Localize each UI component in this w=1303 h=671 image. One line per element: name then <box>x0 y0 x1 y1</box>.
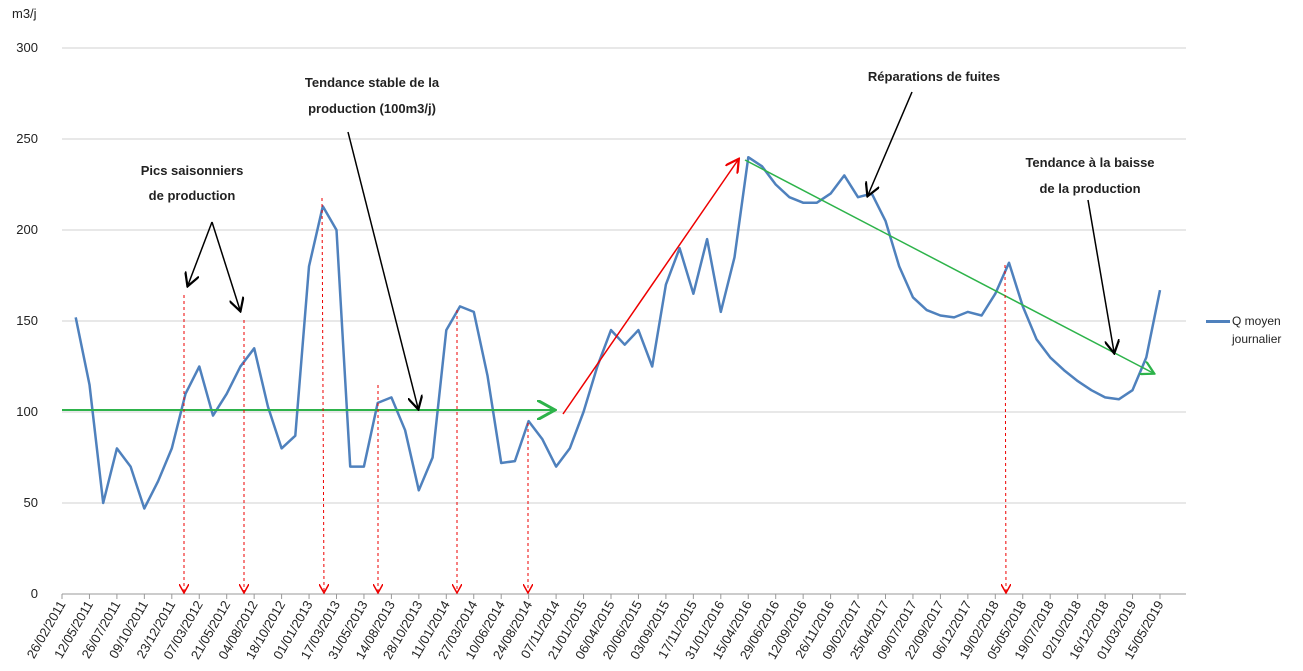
y-tick-label: 0 <box>31 586 38 601</box>
y-tick-label: 300 <box>16 40 38 55</box>
data-line <box>74 155 1162 510</box>
legend: Q moyen journalier <box>1206 312 1302 348</box>
annotation: Réparations de fuites <box>868 69 1000 84</box>
legend-swatch <box>1206 320 1230 323</box>
pointer-arrow <box>1087 199 1114 352</box>
y-tick-label: 150 <box>16 313 38 328</box>
y-axis-label: m3/j <box>12 6 37 21</box>
annotation: de la production <box>1039 181 1140 196</box>
y-tick-label: 50 <box>24 495 38 510</box>
annotation: Tendance stable de la <box>305 75 440 90</box>
annotation: Pics saisonniers <box>141 163 244 178</box>
annotation: Tendance à la baisse <box>1025 155 1154 170</box>
decorations <box>62 91 1153 592</box>
legend-label: Q moyen journalier <box>1232 314 1282 346</box>
pointer-arrow <box>347 131 418 408</box>
trend-arrow <box>744 159 1153 373</box>
pointer-arrow <box>188 221 213 285</box>
trend-arrow <box>562 160 738 415</box>
pointer-arrow <box>211 221 240 310</box>
dashed-arrow <box>322 197 324 592</box>
y-tick-label: 200 <box>16 222 38 237</box>
pointer-arrow <box>868 91 913 195</box>
annotation: production (100m3/j) <box>308 101 436 116</box>
dashed-arrow <box>1005 264 1006 592</box>
annotation: de production <box>149 188 236 203</box>
y-tick-label: 250 <box>16 131 38 146</box>
y-tick-label: 100 <box>16 404 38 419</box>
